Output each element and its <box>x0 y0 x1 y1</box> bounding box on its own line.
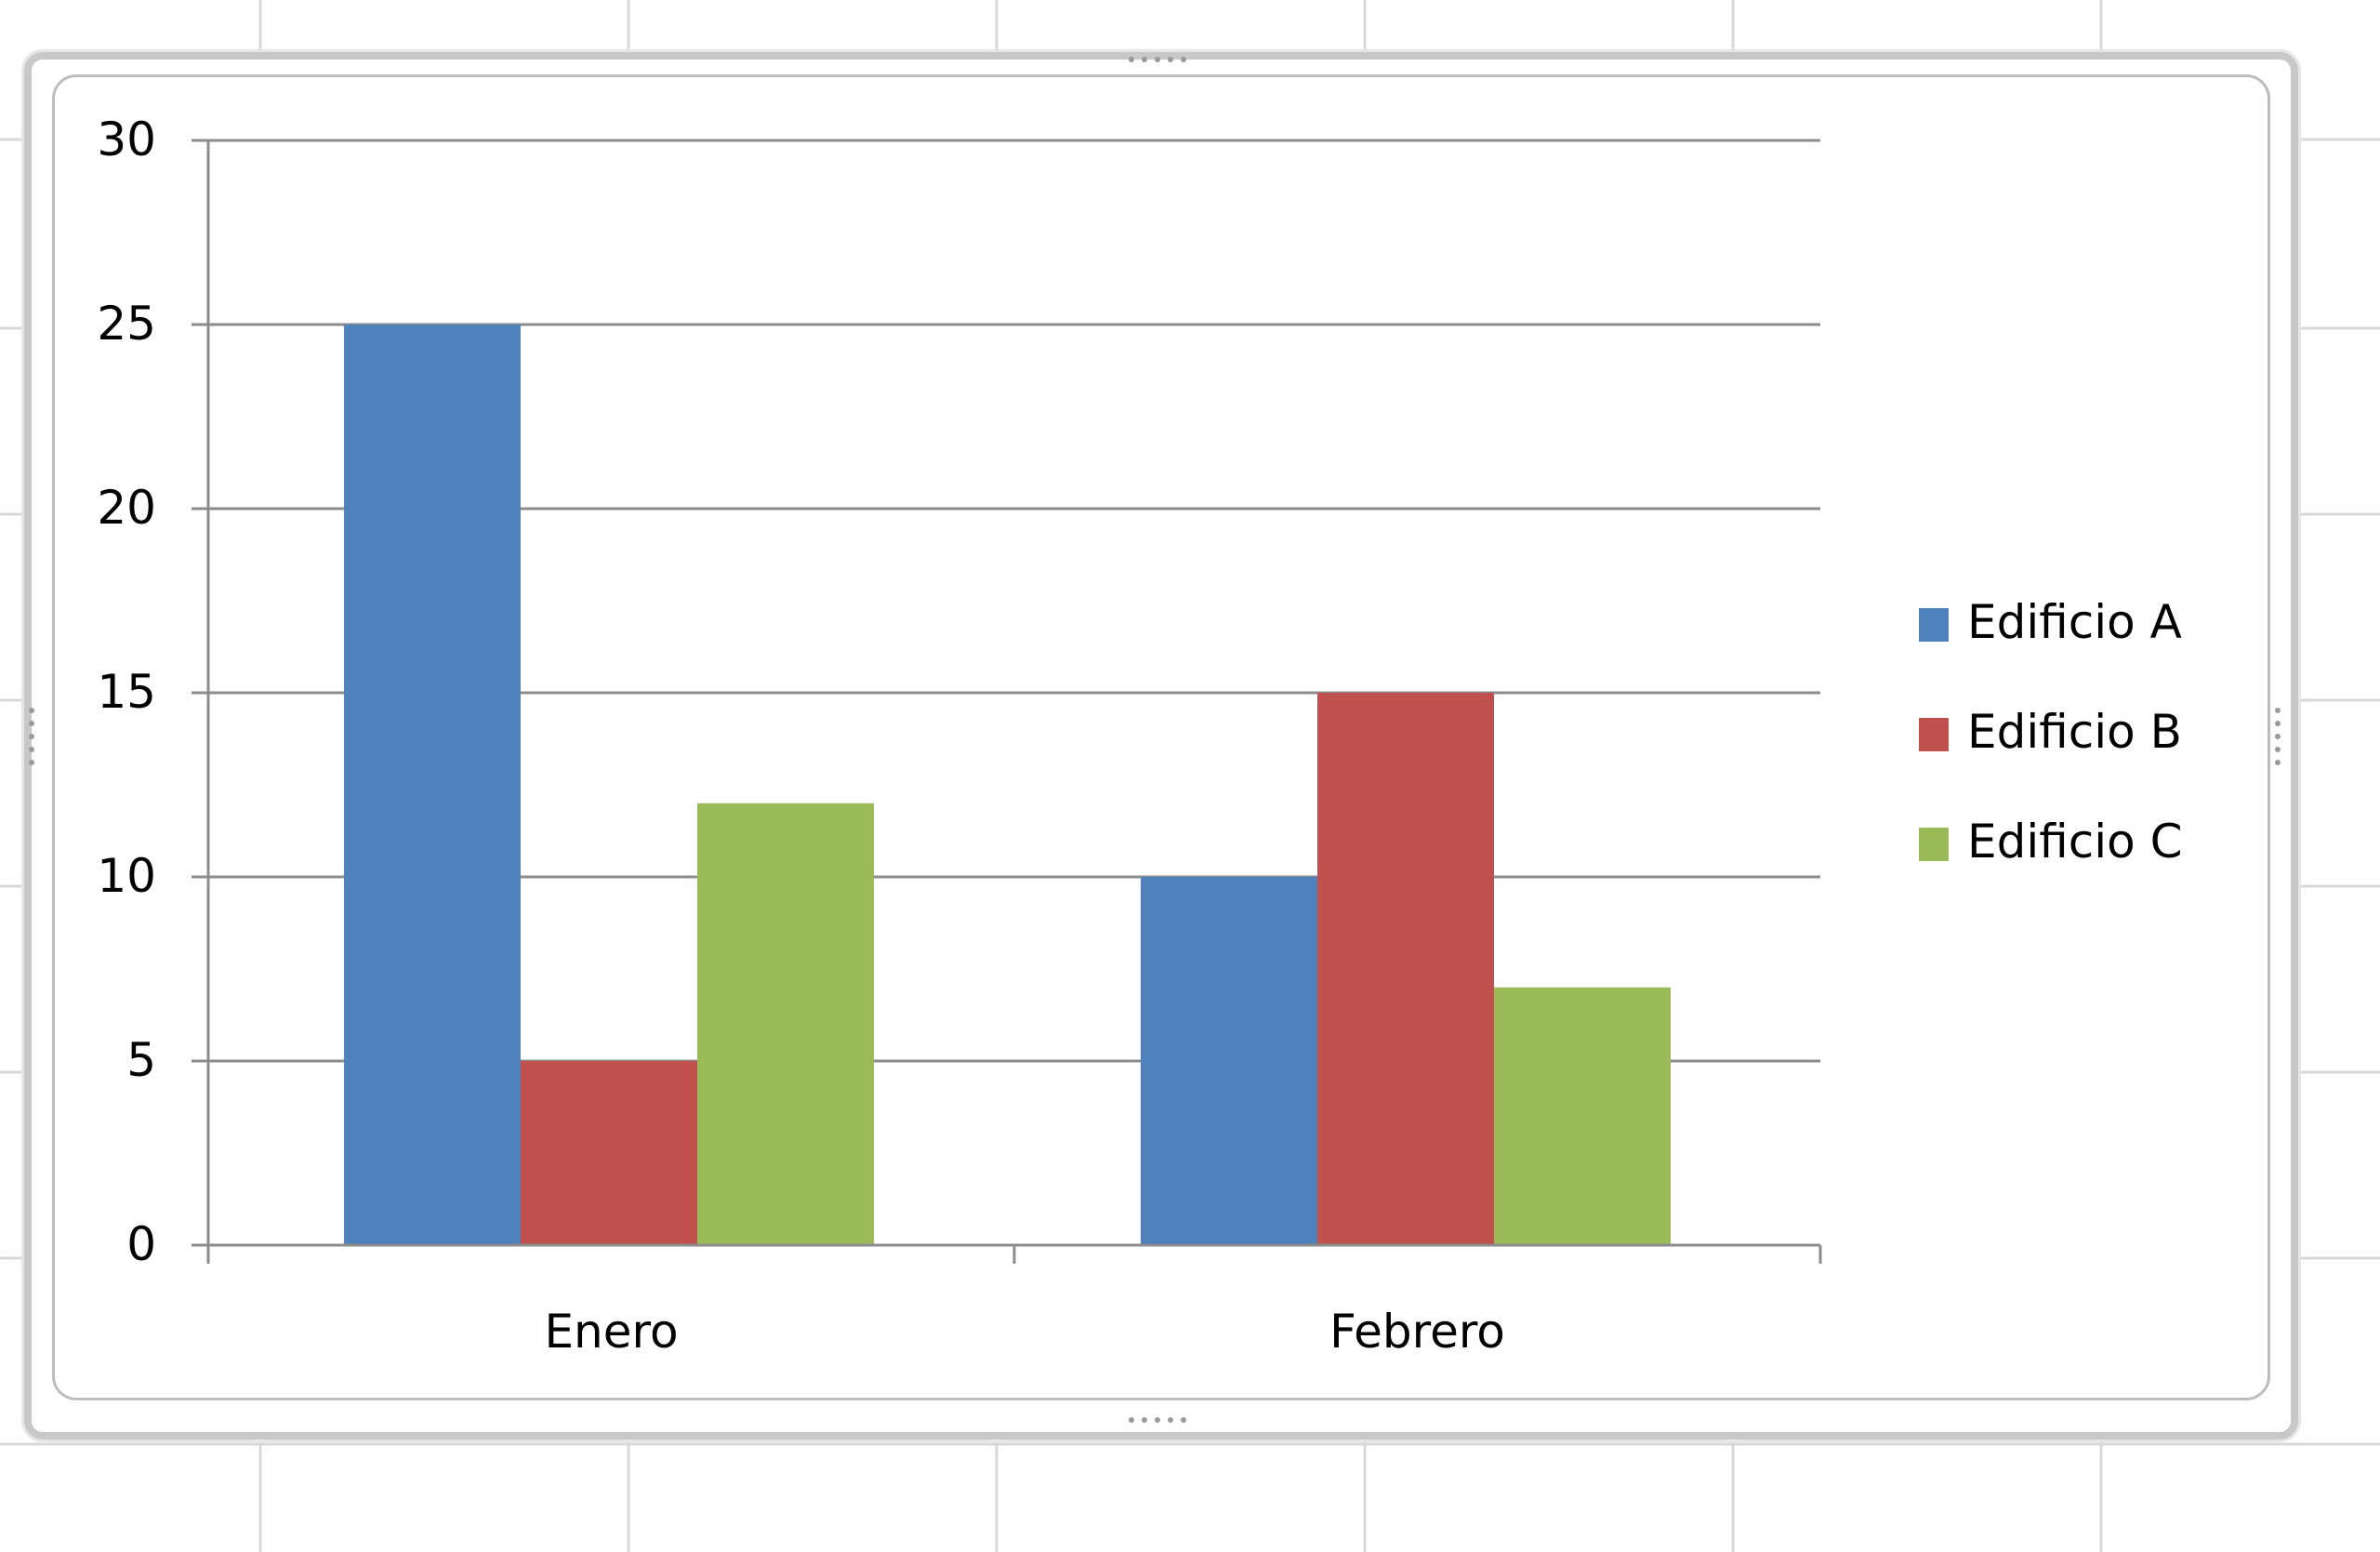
resize-handle-dot[interactable] <box>29 708 34 713</box>
resize-handle-dot[interactable] <box>1155 57 1160 62</box>
bar-edificio-a-febrero[interactable] <box>1141 877 1317 1245</box>
y-tick-label: 10 <box>97 849 156 903</box>
legend-swatch[interactable] <box>1919 608 1949 642</box>
y-tick-label: 15 <box>97 665 156 719</box>
bar-edificio-b-enero[interactable] <box>521 1061 697 1245</box>
y-tick-label: 30 <box>97 113 156 166</box>
resize-handle-dot[interactable] <box>2275 747 2281 752</box>
resize-handles[interactable] <box>29 57 2281 1423</box>
x-tick-label: Enero <box>544 1305 678 1359</box>
resize-handle-dot[interactable] <box>29 747 34 752</box>
resize-handle-dot[interactable] <box>1129 1417 1134 1423</box>
resize-handle-dot[interactable] <box>29 760 34 765</box>
resize-handle-dot[interactable] <box>29 734 34 739</box>
axes <box>192 139 1822 1264</box>
bar-edificio-a-enero[interactable] <box>344 325 521 1245</box>
resize-handle-dot[interactable] <box>1129 57 1134 62</box>
y-tick-label: 0 <box>126 1217 156 1271</box>
legend-swatch[interactable] <box>1919 828 1949 861</box>
resize-handle-dot[interactable] <box>1168 1417 1173 1423</box>
resize-handle-dot[interactable] <box>2275 721 2281 726</box>
legend-label[interactable]: Edificio B <box>1967 705 2182 759</box>
legend-label[interactable]: Edificio C <box>1967 815 2183 869</box>
resize-handle-dot[interactable] <box>2275 734 2281 739</box>
legend-swatch[interactable] <box>1919 718 1949 751</box>
y-axis-tick-labels: 0 5 10 15 20 25 30 <box>97 113 156 1271</box>
resize-handle-dot[interactable] <box>1181 57 1186 62</box>
resize-handle-dot[interactable] <box>1142 1417 1147 1423</box>
resize-handle-dot[interactable] <box>1142 57 1147 62</box>
resize-handle-dot[interactable] <box>1168 57 1173 62</box>
resize-handle-dot[interactable] <box>1155 1417 1160 1423</box>
bar-edificio-c-enero[interactable] <box>697 803 874 1245</box>
x-axis-tick-labels: Enero Febrero <box>544 1305 1504 1359</box>
resize-handle-dot[interactable] <box>1181 1417 1186 1423</box>
y-tick-label: 5 <box>126 1033 156 1087</box>
x-tick-label: Febrero <box>1329 1305 1505 1359</box>
bar-edificio-b-febrero[interactable] <box>1317 693 1494 1245</box>
resize-handle-dot[interactable] <box>29 721 34 726</box>
legend-label[interactable]: Edificio A <box>1967 595 2182 649</box>
resize-handle-dot[interactable] <box>2275 708 2281 713</box>
y-tick-label: 20 <box>97 481 156 535</box>
bars[interactable] <box>344 325 1671 1245</box>
bar-edificio-c-febrero[interactable] <box>1494 987 1671 1245</box>
y-tick-label: 25 <box>97 297 156 351</box>
resize-handle-dot[interactable] <box>2275 760 2281 765</box>
legend[interactable]: Edificio A Edificio B Edificio C <box>1919 595 2183 869</box>
